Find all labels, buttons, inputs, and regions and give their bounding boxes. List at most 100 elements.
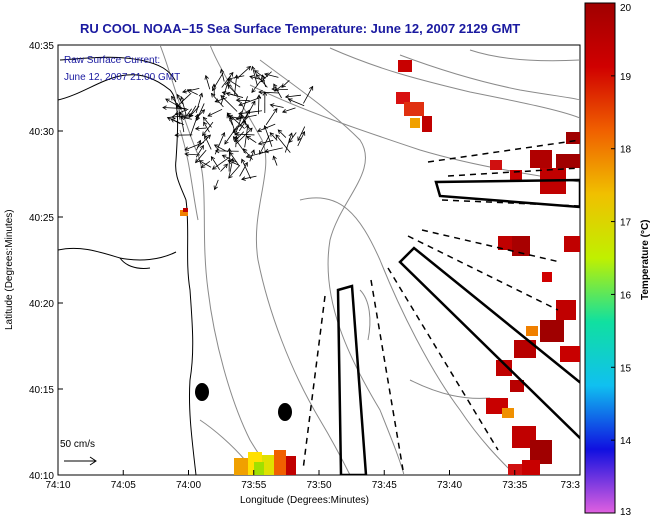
current-vector-head [260, 77, 266, 83]
current-vector [285, 94, 302, 98]
current-vector [228, 160, 239, 166]
x-tick-label: 74:05 [111, 480, 136, 491]
current-vector [195, 127, 207, 130]
current-vector-head [261, 74, 266, 80]
current-vector-head [223, 163, 228, 169]
current-vector [259, 135, 270, 155]
current-vector [241, 159, 252, 180]
current-vector [227, 79, 241, 88]
current-vector-head [281, 108, 287, 114]
current-vector [180, 112, 185, 133]
current-vector [180, 116, 192, 120]
current-vector-head [202, 116, 208, 122]
current-vector [184, 108, 192, 119]
current-vector-head [281, 83, 286, 88]
current-vector-head [206, 134, 212, 139]
current-vector [224, 125, 238, 145]
current-vector [196, 134, 211, 149]
current-vector [249, 149, 255, 162]
current-vector-head [202, 131, 207, 137]
colorbar-tick-label: 17 [620, 218, 632, 229]
colorbar-tick-label: 20 [620, 3, 632, 14]
current-vector-head [251, 100, 256, 106]
current-vector [220, 69, 225, 82]
current-vector-head [178, 111, 184, 117]
current-vector [229, 158, 234, 175]
current-vector-head [227, 84, 232, 90]
current-vector-head [297, 136, 302, 142]
current-vector-head [243, 161, 248, 167]
surface-current-vectors [162, 65, 314, 191]
transect-box-northeast [434, 178, 580, 209]
current-vector-head [232, 128, 237, 134]
current-vector [274, 84, 284, 92]
current-vector-head [272, 155, 277, 161]
current-vector-head [204, 74, 209, 80]
current-vector-head [251, 88, 256, 93]
current-vector [196, 103, 205, 121]
current-vector [238, 96, 262, 106]
current-vector-head [214, 98, 220, 103]
current-vector [230, 117, 235, 131]
current-vector-head [229, 71, 234, 77]
transect-dashed-lines [302, 139, 580, 471]
current-vector [212, 72, 224, 91]
current-vector [202, 121, 214, 136]
x-tick-label: 73:3 [561, 480, 581, 491]
current-vector [277, 129, 287, 138]
current-vector [264, 73, 279, 78]
current-vector-head [214, 148, 220, 154]
current-vector [226, 114, 233, 126]
current-vector-head [211, 165, 217, 170]
current-vector [220, 95, 238, 112]
current-vector [220, 163, 228, 172]
current-vector [215, 97, 227, 103]
current-vector-head [255, 74, 261, 79]
current-vector [227, 112, 245, 129]
current-vector [257, 123, 276, 132]
current-vector-head [275, 134, 280, 139]
current-vector [221, 72, 234, 88]
colorbar-ticks: 20 19 18 17 16 15 14 13 [611, 2, 632, 518]
current-vector-head [219, 68, 225, 74]
current-vector [229, 152, 240, 167]
current-vector-head [245, 123, 250, 129]
current-vector-head [198, 92, 204, 98]
current-time-label: June 12, 2007 21:00 GMT [64, 72, 180, 83]
current-vector-head [162, 105, 167, 110]
current-vector [167, 117, 184, 126]
current-vector-head [257, 140, 263, 146]
current-vector-head [171, 95, 176, 101]
current-vector [195, 149, 207, 163]
current-vector-head [200, 109, 206, 114]
current-vector-head [258, 89, 263, 95]
current-vector [205, 75, 211, 90]
scale-arrow-icon [64, 456, 97, 466]
current-vector-head [238, 101, 244, 107]
current-vector-head [301, 130, 306, 136]
current-vector [251, 80, 261, 93]
current-vector-head [241, 158, 246, 164]
current-vector-head [195, 158, 200, 164]
current-vector-head [241, 120, 246, 126]
current-vector-head [249, 75, 254, 80]
current-vector-head [176, 104, 182, 109]
x-axis-ticks: 74:10 74:05 74:00 73:55 73:50 73:45 73:40 73:35… [45, 470, 581, 491]
coastline [58, 56, 197, 475]
current-vector [162, 107, 187, 110]
current-vector [207, 108, 223, 117]
y-tick-label: 40:15 [29, 385, 54, 396]
current-vector [189, 114, 199, 137]
station-marker-west [195, 383, 209, 401]
current-vector-head [165, 98, 170, 103]
current-vector-head [227, 147, 232, 153]
current-vector-head [226, 113, 231, 119]
current-vector [264, 147, 283, 153]
station-marker-east [278, 403, 292, 421]
current-vector [288, 98, 305, 107]
current-vector-head [250, 149, 255, 155]
current-vector [195, 93, 203, 114]
current-vector-head [210, 92, 216, 98]
current-vector [273, 83, 282, 99]
